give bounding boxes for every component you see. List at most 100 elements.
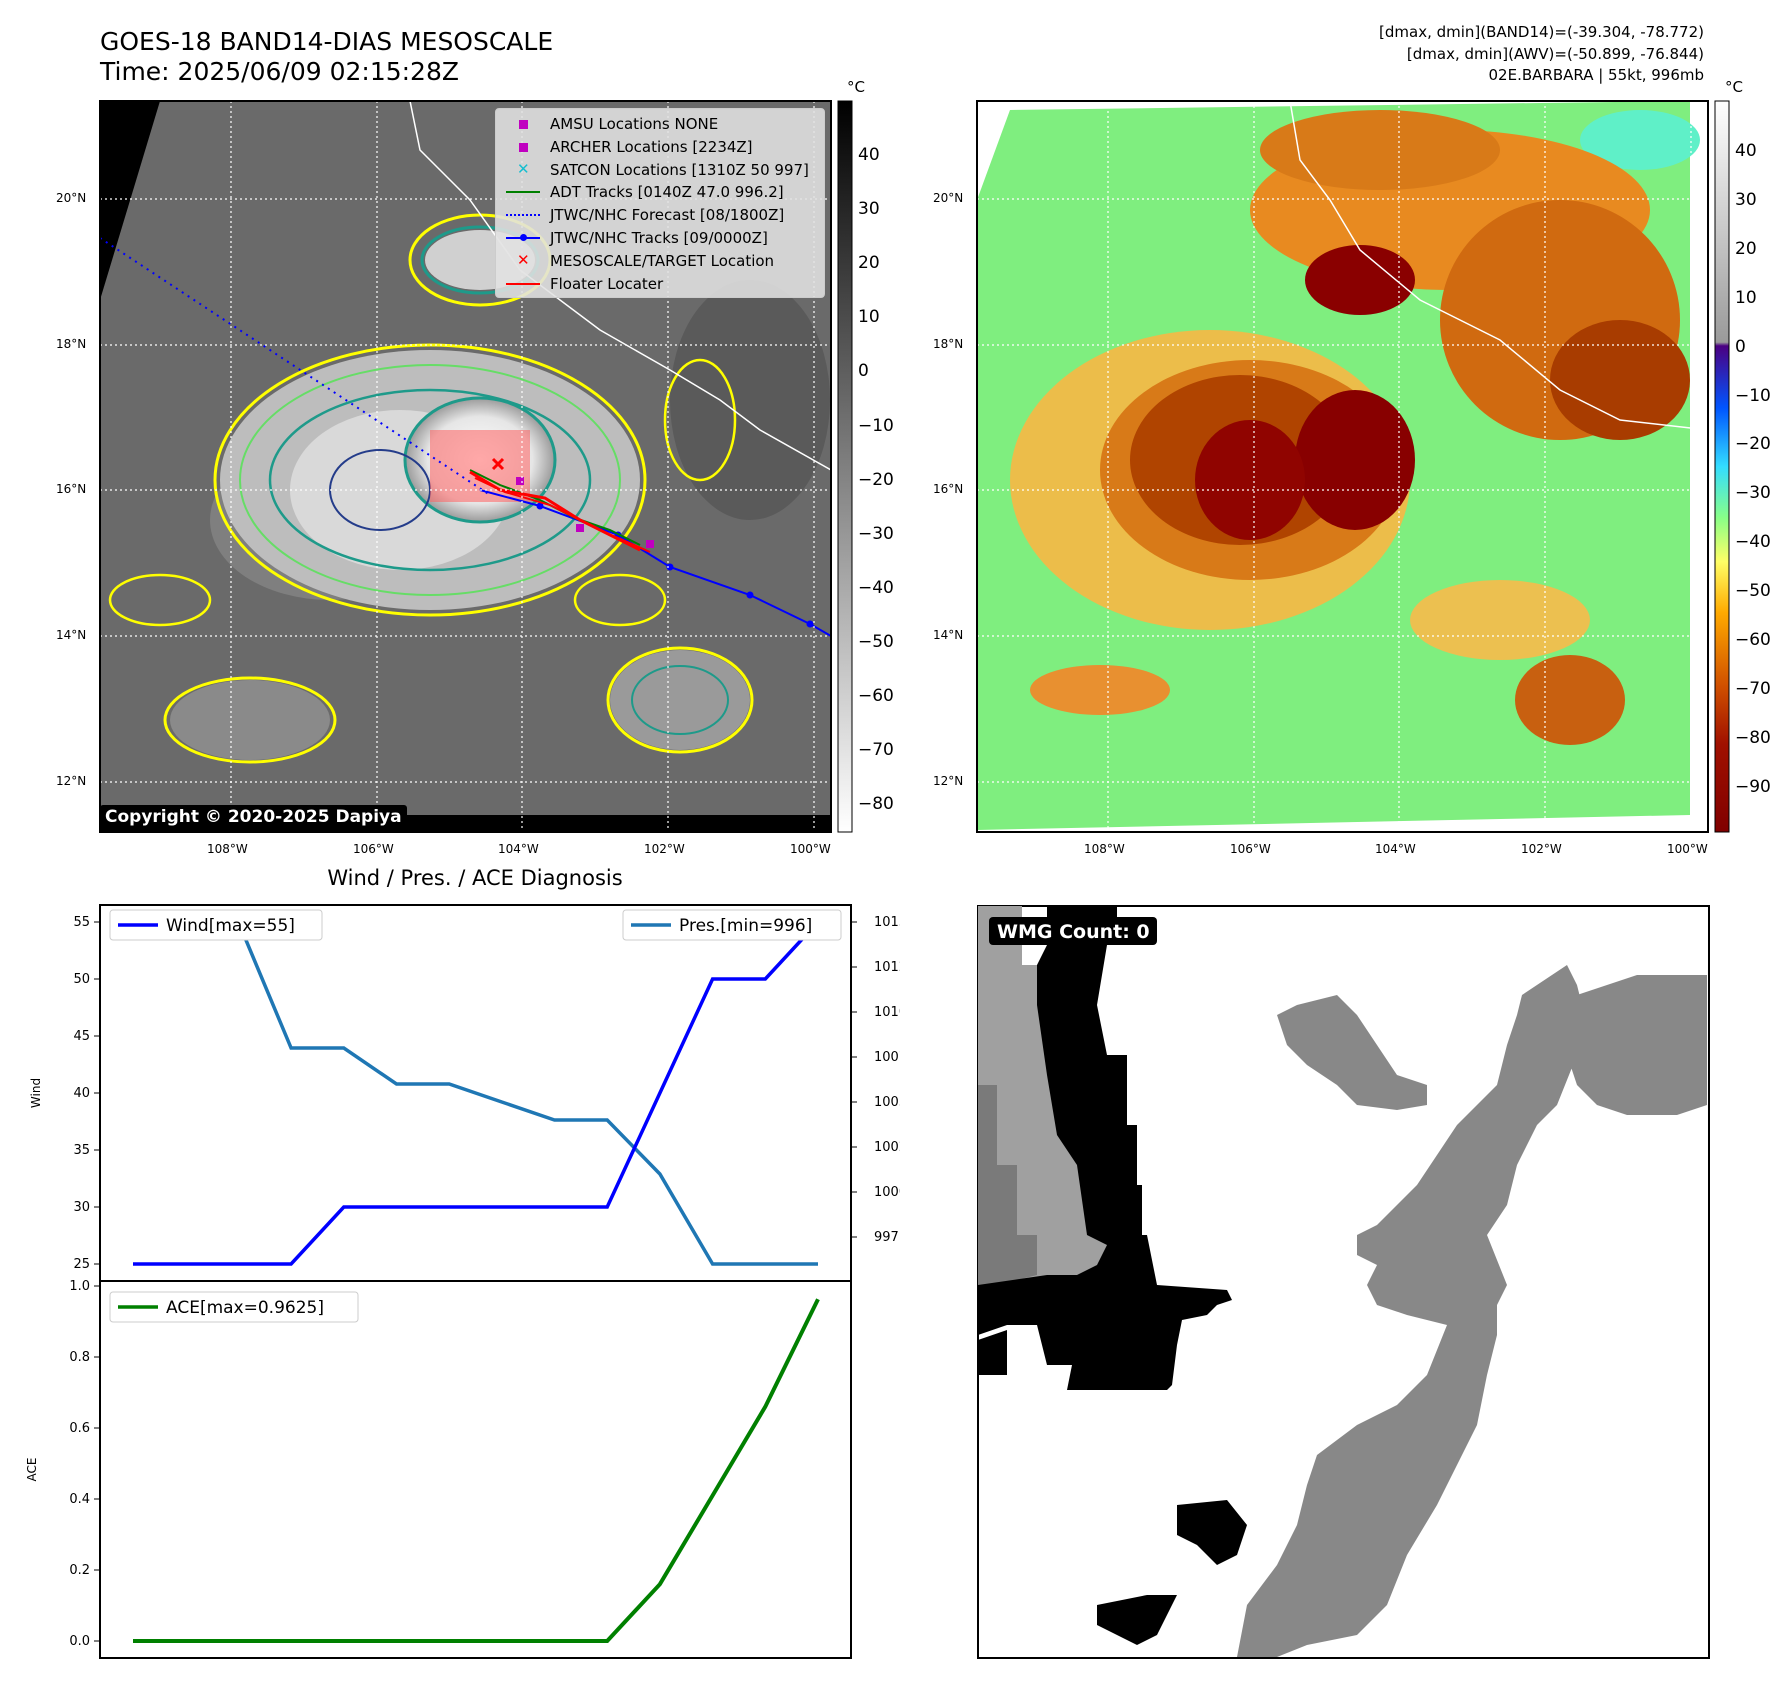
- legend-marker: [504, 114, 542, 134]
- chart-title: GOES-18 BAND14-DIAS MESOSCALE: [100, 27, 554, 56]
- awv-colorbar-tick: 40: [1735, 141, 1757, 161]
- awv-imagery: [977, 101, 1708, 832]
- ir-colorbar-tick: −80: [858, 794, 894, 815]
- wmg-count-label: WMG Count: 0: [997, 921, 1150, 943]
- wind-tick-label: 30: [73, 1200, 90, 1215]
- awv-colorbar-tick: −80: [1735, 727, 1771, 748]
- legend-marker: ✕: [517, 159, 530, 178]
- storm-info: 02E.BARBARA | 55kt, 996mb: [1488, 66, 1704, 84]
- lon-label: 102°W: [644, 842, 685, 856]
- ace-legend-text: ACE[max=0.9625]: [166, 1298, 324, 1318]
- ir-colorbar: [837, 100, 853, 833]
- lat-label: 18°N: [56, 337, 87, 351]
- lat-label: 20°N: [933, 191, 964, 205]
- legend-label: MESOSCALE/TARGET Location: [550, 251, 775, 270]
- ir-colorbar-tick: 30: [858, 199, 880, 220]
- legend-item: ADT Tracks [0140Z 47.0 996.2]: [504, 182, 784, 202]
- legend-marker: [504, 137, 542, 157]
- legend-marker: ✕: [517, 250, 530, 269]
- lon-label: 100°W: [790, 842, 831, 856]
- wind-tick-label: 35: [73, 1143, 90, 1158]
- ir-colorbar-tick: −40: [858, 577, 894, 598]
- stats-band14: [dmax, dmin](BAND14)=(-39.304, -78.772): [1379, 23, 1704, 41]
- ir-colorbar-tick: −10: [858, 415, 894, 436]
- ir-colorbar-tick: −50: [858, 631, 894, 652]
- awv-colorbar-tick: 10: [1735, 287, 1757, 308]
- wind-legend-box: [109, 909, 323, 941]
- ace-line: [133, 1298, 820, 1643]
- awv-colorbar-tick: −70: [1735, 678, 1771, 699]
- pres-tick-label: 1012.5: [874, 960, 900, 975]
- lat-label: 16°N: [56, 482, 87, 496]
- wind-tick-label: 25: [73, 1257, 90, 1272]
- map-legend: AMSU Locations NONE ARCHER Locations [223…: [495, 108, 825, 298]
- awv-colorbar-unit: °C: [1725, 78, 1743, 96]
- awv-colorbar-tick: −10: [1735, 385, 1771, 406]
- lon-label: 100°W: [1667, 842, 1708, 856]
- legend-item: ARCHER Locations [2234Z]: [504, 137, 753, 157]
- legend-marker: [504, 228, 542, 248]
- awv-colorbar-tick: −90: [1735, 776, 1771, 797]
- awv-colorbar-tick: −50: [1735, 581, 1771, 602]
- ir-map-panel: [99, 100, 1730, 833]
- legend-label: Floater Locater: [550, 274, 664, 293]
- awv-colorbar-tick: −20: [1735, 434, 1771, 455]
- wind-tick-label: 40: [73, 1086, 90, 1101]
- wmg-panel: WMG Count: 0: [977, 905, 1710, 1659]
- ir-colorbar-unit: °C: [847, 78, 865, 96]
- ace-tick-label: 1.0: [69, 1279, 90, 1294]
- wind-line: [133, 920, 820, 1266]
- legend-item: Floater Locater: [504, 274, 663, 294]
- pres-tick-label: 1005.0: [874, 1095, 900, 1110]
- legend-marker: [504, 182, 542, 202]
- wmg-imagery: [978, 906, 1707, 1657]
- lat-label: 14°N: [933, 628, 964, 642]
- lat-label: 18°N: [933, 337, 964, 351]
- lon-label: 106°W: [353, 842, 394, 856]
- copyright-label: Copyright © 2020-2025 Dapiya: [100, 805, 407, 829]
- wind-axis-label: Wind: [29, 1078, 43, 1108]
- ir-colorbar-tick: 10: [858, 307, 880, 328]
- ir-colorbar-tick: −20: [858, 469, 894, 490]
- pres-tick-label: 1010.0: [874, 1005, 900, 1020]
- ir-colorbar-tick: −30: [858, 523, 894, 544]
- awv-colorbar-tick: −30: [1735, 483, 1771, 504]
- legend-label: SATCON Locations [1310Z 50 997]: [550, 160, 809, 179]
- legend-label: JTWC/NHC Forecast [08/1800Z]: [550, 206, 785, 225]
- chart-time: Time: 2025/06/09 02:15:28Z: [100, 57, 459, 86]
- ace-axis-label: ACE: [25, 1458, 39, 1482]
- pres-line: [133, 920, 818, 1266]
- legend-item: ✕ MESOSCALE/TARGET Location: [504, 251, 774, 271]
- pres-tick-label: 1000.0: [874, 1185, 900, 1200]
- wind-tick-label: 45: [73, 1029, 90, 1044]
- diag-title: Wind / Pres. / ACE Diagnosis: [327, 866, 623, 890]
- pres-legend-text: Pres.[min=996]: [679, 916, 812, 936]
- lon-label: 108°W: [207, 842, 248, 856]
- ace-tick-label: 0.8: [69, 1350, 90, 1365]
- awv-colorbar: [1714, 100, 1730, 833]
- pres-tick-label: 997.5: [874, 1230, 900, 1245]
- stats-awv: [dmax, dmin](AWV)=(-50.899, -76.844): [1406, 45, 1704, 63]
- legend-label: JTWC/NHC Tracks [09/0000Z]: [550, 229, 768, 247]
- ir-colorbar-tick: 40: [858, 145, 880, 165]
- legend-label: ARCHER Locations [2234Z]: [550, 137, 753, 156]
- legend-marker: [504, 205, 542, 225]
- ir-colorbar-tick: 0: [858, 361, 869, 382]
- ir-colorbar-tick: −70: [858, 740, 894, 761]
- lat-label: 16°N: [933, 482, 964, 496]
- lon-label: 104°W: [1375, 842, 1416, 856]
- lat-label: 12°N: [56, 774, 87, 788]
- wind-legend-text: Wind[max=55]: [166, 916, 295, 936]
- awv-colorbar-tick: −60: [1735, 630, 1771, 650]
- pres-tick-label: 1007.5: [874, 1050, 900, 1065]
- ace-tick-label: 0.0: [69, 1634, 90, 1649]
- lon-label: 106°W: [1230, 842, 1271, 856]
- legend-item: JTWC/NHC Tracks [09/0000Z]: [504, 228, 768, 248]
- lon-label: 102°W: [1521, 842, 1562, 856]
- wind-tick-label: 50: [73, 972, 90, 987]
- legend-item: ✕ SATCON Locations [1310Z 50 997]: [504, 160, 809, 180]
- lon-label: 108°W: [1084, 842, 1125, 856]
- pres-legend-box: [622, 909, 842, 941]
- awv-colorbar-tick: 30: [1735, 189, 1757, 210]
- ir-colorbar-tick: 20: [858, 253, 880, 274]
